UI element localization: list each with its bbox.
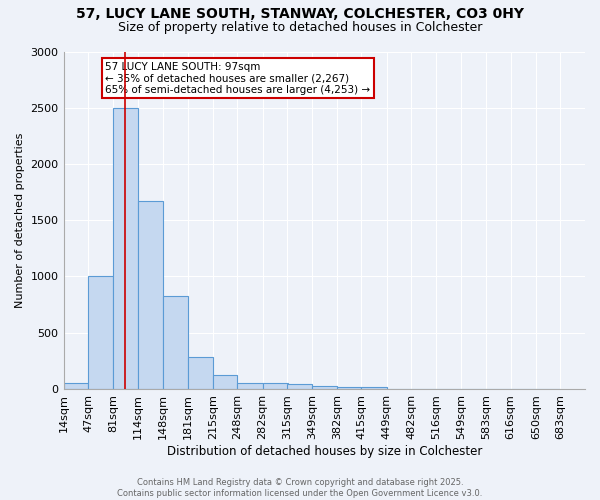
Text: Contains HM Land Registry data © Crown copyright and database right 2025.
Contai: Contains HM Land Registry data © Crown c… xyxy=(118,478,482,498)
Y-axis label: Number of detached properties: Number of detached properties xyxy=(15,132,25,308)
Bar xyxy=(287,384,313,389)
Bar xyxy=(313,386,337,389)
Text: 57, LUCY LANE SOUTH, STANWAY, COLCHESTER, CO3 0HY: 57, LUCY LANE SOUTH, STANWAY, COLCHESTER… xyxy=(76,8,524,22)
Text: 57 LUCY LANE SOUTH: 97sqm
← 35% of detached houses are smaller (2,267)
65% of se: 57 LUCY LANE SOUTH: 97sqm ← 35% of detac… xyxy=(105,62,370,95)
Bar xyxy=(337,386,361,389)
Bar xyxy=(163,296,188,389)
Bar xyxy=(188,358,213,389)
X-axis label: Distribution of detached houses by size in Colchester: Distribution of detached houses by size … xyxy=(167,444,482,458)
Text: Size of property relative to detached houses in Colchester: Size of property relative to detached ho… xyxy=(118,21,482,34)
Bar xyxy=(138,201,163,389)
Bar xyxy=(113,108,138,389)
Bar xyxy=(263,383,288,389)
Bar xyxy=(361,386,386,389)
Bar xyxy=(213,376,238,389)
Bar xyxy=(238,383,263,389)
Bar xyxy=(88,276,113,389)
Bar xyxy=(64,384,88,389)
